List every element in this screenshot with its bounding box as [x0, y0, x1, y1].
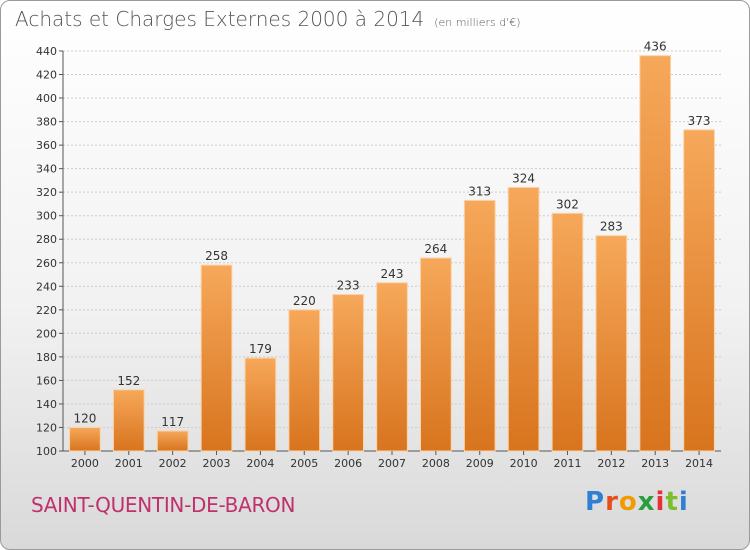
y-tick-label: 300	[36, 210, 57, 223]
y-tick-label: 100	[36, 445, 57, 458]
bar-value-label: 120	[73, 411, 96, 425]
bar	[244, 357, 277, 452]
bar	[156, 430, 189, 452]
y-tick-label: 380	[36, 116, 57, 129]
logo-letter: r	[605, 487, 619, 517]
bar	[463, 199, 496, 452]
bar-value-label: 152	[117, 374, 140, 388]
logo-letter: i	[678, 487, 689, 517]
y-tick-label: 120	[36, 421, 57, 434]
bar-value-label: 243	[381, 267, 404, 281]
x-tick-label: 2014	[685, 457, 713, 470]
logo-letter: P	[585, 487, 606, 517]
bar-value-label: 179	[249, 342, 272, 356]
x-tick-label: 2011	[553, 457, 581, 470]
x-tick-label: 2004	[246, 457, 274, 470]
bar-value-label: 302	[556, 197, 579, 211]
bar	[332, 294, 364, 452]
proxiti-logo: Proxiti	[585, 487, 689, 517]
bar	[112, 389, 145, 452]
y-tick-label: 400	[36, 92, 57, 105]
y-tick-label: 140	[36, 398, 57, 411]
bar	[376, 282, 408, 452]
x-tick-label: 2001	[115, 457, 143, 470]
bar-value-label: 373	[688, 114, 711, 128]
bar	[200, 264, 233, 452]
chart-title-text: Achats et Charges Externes 2000 à 2014	[15, 7, 425, 31]
bar	[420, 257, 452, 452]
bar-chart: 100 120 140 160 180 200 220 240 260 280 300 320 340 3…	[36, 40, 721, 470]
bar	[683, 129, 715, 452]
y-tick-label: 320	[36, 186, 57, 199]
bar	[595, 235, 628, 452]
bar	[288, 309, 321, 452]
x-tick-label: 2005	[290, 457, 318, 470]
bar	[639, 55, 672, 452]
bar-value-label: 436	[644, 40, 667, 54]
bar	[507, 186, 540, 452]
logo-letter: o	[618, 487, 638, 517]
bar-value-label: 220	[293, 294, 316, 308]
bar-value-label: 283	[600, 220, 623, 234]
y-tick-label: 420	[36, 69, 57, 82]
x-tick-label: 2013	[641, 457, 669, 470]
bar-value-label: 117	[161, 415, 184, 429]
x-tick-label: 2012	[597, 457, 625, 470]
logo-letter: i	[655, 487, 666, 517]
y-tick-label: 340	[36, 163, 57, 176]
bar-value-label: 264	[424, 242, 447, 256]
chart-title: Achats et Charges Externes 2000 à 2014 (e…	[15, 7, 521, 31]
x-tick-label: 2003	[203, 457, 231, 470]
y-tick-label: 240	[36, 280, 57, 293]
y-tick-label: 160	[36, 374, 57, 387]
y-tick-label: 280	[36, 233, 57, 246]
y-tick-label: 220	[36, 304, 57, 317]
logo-letter: x	[637, 487, 656, 517]
bar-value-label: 233	[337, 279, 360, 293]
bar	[551, 212, 584, 452]
y-tick-label: 440	[36, 45, 57, 58]
x-tick-label: 2002	[159, 457, 187, 470]
bar	[69, 426, 101, 452]
logo-letter: t	[665, 487, 679, 517]
x-tick-label: 2007	[378, 457, 406, 470]
y-tick-label: 260	[36, 257, 57, 270]
bar-value-label: 324	[512, 171, 535, 185]
x-tick-label: 2009	[466, 457, 494, 470]
y-tick-label: 200	[36, 327, 57, 340]
commune-name: SAINT-QUENTIN-DE-BARON	[31, 493, 296, 517]
x-tick-label: 2000	[71, 457, 99, 470]
y-tick-label: 180	[36, 351, 57, 364]
chart-unit: (en milliers d'€)	[434, 16, 521, 29]
bar-value-label: 313	[468, 184, 491, 198]
bar-value-label: 258	[205, 249, 228, 263]
y-tick-label: 360	[36, 139, 57, 152]
x-tick-label: 2006	[334, 457, 362, 470]
x-tick-label: 2010	[510, 457, 538, 470]
x-tick-label: 2008	[422, 457, 450, 470]
